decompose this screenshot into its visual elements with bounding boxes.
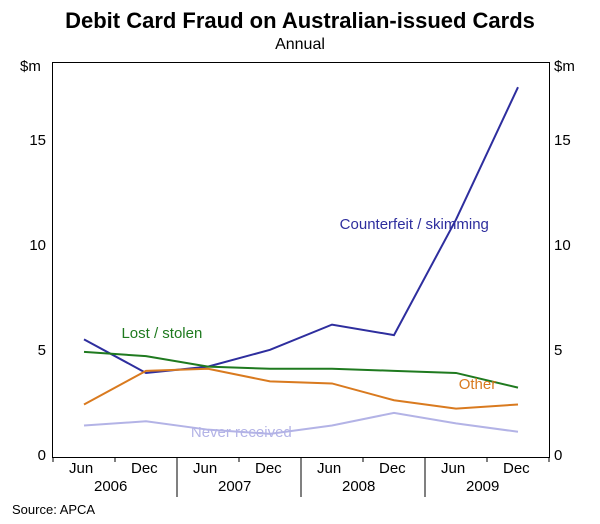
x-tick-period: Jun bbox=[317, 460, 341, 477]
x-tick-period: Dec bbox=[379, 460, 406, 477]
chart-subtitle: Annual bbox=[0, 36, 600, 54]
x-tick-year: 2008 bbox=[342, 478, 375, 495]
chart-title: Debit Card Fraud on Australian-issued Ca… bbox=[0, 8, 600, 34]
y-tick-right: 5 bbox=[554, 342, 562, 359]
series-label: Lost / stolen bbox=[121, 325, 202, 342]
x-tick-year: 2006 bbox=[94, 478, 127, 495]
x-tick-period: Jun bbox=[441, 460, 465, 477]
x-tick-period: Dec bbox=[255, 460, 282, 477]
plot-svg bbox=[53, 63, 549, 457]
y-tick-left: 10 bbox=[29, 237, 46, 254]
series-line-never-received bbox=[84, 413, 518, 434]
y-tick-left: 5 bbox=[38, 342, 46, 359]
chart-container: Debit Card Fraud on Australian-issued Ca… bbox=[0, 0, 600, 524]
series-label: Other bbox=[459, 376, 497, 393]
y-tick-right: 10 bbox=[554, 237, 571, 254]
series-label: Counterfeit / skimming bbox=[340, 216, 489, 233]
y-tick-left: 15 bbox=[29, 132, 46, 149]
x-tick-year: 2007 bbox=[218, 478, 251, 495]
x-tick-period: Dec bbox=[503, 460, 530, 477]
source-text: Source: APCA bbox=[12, 502, 95, 517]
x-tick-year: 2009 bbox=[466, 478, 499, 495]
y-axis-unit-right: $m bbox=[554, 58, 575, 75]
x-tick-period: Jun bbox=[69, 460, 93, 477]
series-line-other bbox=[84, 369, 518, 409]
y-tick-right: 0 bbox=[554, 447, 562, 464]
y-tick-left: 0 bbox=[38, 447, 46, 464]
x-tick-period: Jun bbox=[193, 460, 217, 477]
series-label: Never received bbox=[191, 424, 292, 441]
y-tick-right: 15 bbox=[554, 132, 571, 149]
y-axis-unit-left: $m bbox=[20, 58, 41, 75]
plot-area bbox=[52, 62, 550, 458]
x-tick-period: Dec bbox=[131, 460, 158, 477]
